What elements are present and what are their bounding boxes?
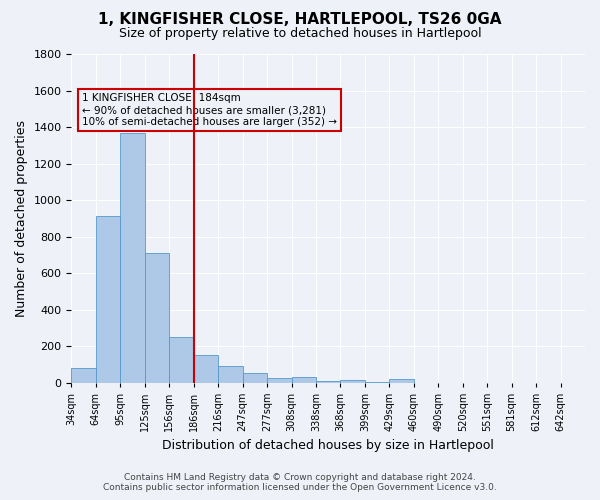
Y-axis label: Number of detached properties: Number of detached properties — [15, 120, 28, 317]
Text: Contains HM Land Registry data © Crown copyright and database right 2024.
Contai: Contains HM Land Registry data © Crown c… — [103, 473, 497, 492]
Bar — [316, 381, 340, 382]
Bar — [242, 372, 267, 382]
Bar — [218, 366, 242, 382]
Bar — [267, 378, 292, 382]
Bar — [389, 379, 414, 382]
Bar — [121, 132, 145, 382]
Text: Size of property relative to detached houses in Hartlepool: Size of property relative to detached ho… — [119, 28, 481, 40]
Text: 1 KINGFISHER CLOSE: 184sqm
← 90% of detached houses are smaller (3,281)
10% of s: 1 KINGFISHER CLOSE: 184sqm ← 90% of deta… — [82, 94, 337, 126]
Text: 1, KINGFISHER CLOSE, HARTLEPOOL, TS26 0GA: 1, KINGFISHER CLOSE, HARTLEPOOL, TS26 0G… — [98, 12, 502, 28]
Bar — [292, 377, 316, 382]
Bar — [96, 216, 121, 382]
X-axis label: Distribution of detached houses by size in Hartlepool: Distribution of detached houses by size … — [162, 440, 494, 452]
Bar — [145, 253, 169, 382]
Bar — [71, 368, 96, 382]
Bar — [340, 380, 365, 382]
Bar — [169, 337, 194, 382]
Bar — [194, 356, 218, 382]
